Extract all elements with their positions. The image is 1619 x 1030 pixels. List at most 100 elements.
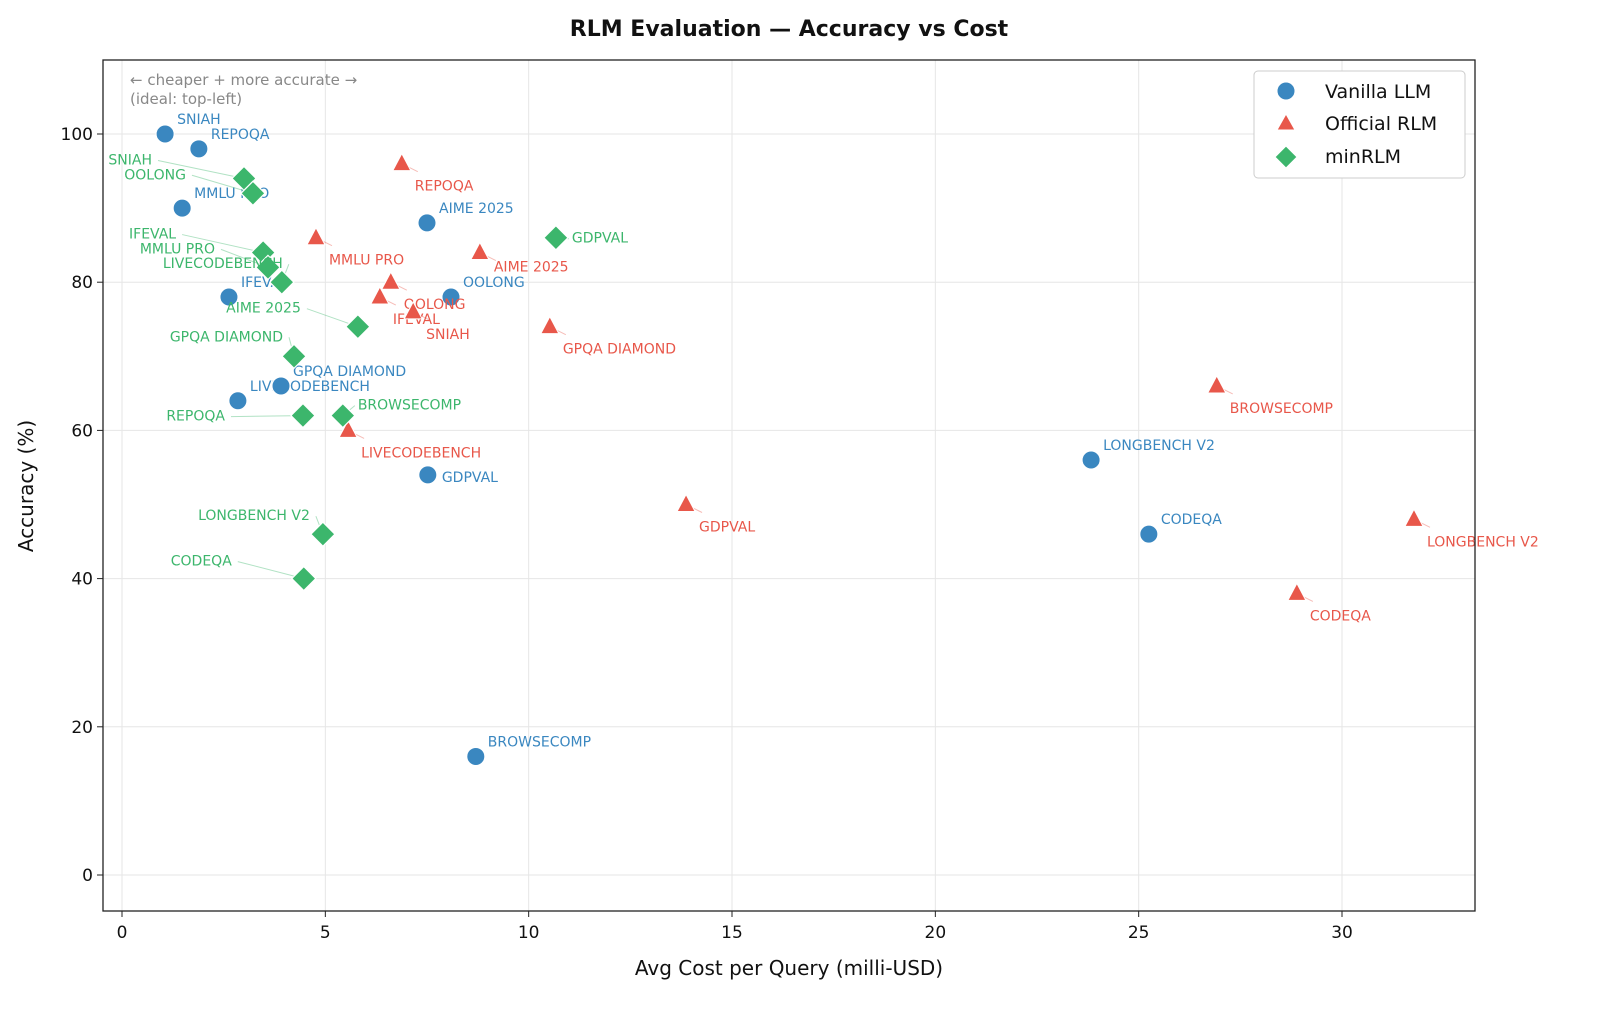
official-point-marker	[391, 152, 412, 172]
data-point: REPOQA	[189, 127, 270, 159]
official-point-label: LONGBENCH V2	[1427, 534, 1539, 550]
vanilla-point-label: GDPVAL	[442, 470, 498, 486]
minrlm-point-marker	[290, 402, 316, 429]
data-point: LONGBENCH V2	[1081, 438, 1215, 470]
vanilla-point-marker	[172, 198, 192, 218]
x-axis-label: Avg Cost per Query (milli-USD)	[635, 956, 943, 980]
legend-label-minrlm: minRLM	[1325, 146, 1401, 168]
x-tick-label: 10	[518, 923, 540, 943]
data-point: BROWSECOMP	[329, 398, 461, 429]
vanilla-point-marker	[1081, 450, 1101, 470]
vanilla-point-label: OOLONG	[463, 275, 525, 291]
data-point: AIME 2025	[417, 201, 514, 233]
annotation-line-1: ← cheaper + more accurate →	[130, 71, 357, 89]
x-tick-label: 30	[1331, 923, 1353, 943]
vanilla-point-marker	[155, 124, 175, 144]
official-point-marker	[676, 493, 696, 512]
minrlm-leader-line	[191, 174, 254, 194]
official-point-marker	[1287, 582, 1307, 601]
legend-label-vanilla: Vanilla LLM	[1325, 81, 1431, 103]
minrlm-point-label: SNIAH	[108, 152, 152, 168]
official-point-marker	[470, 241, 490, 261]
data-point: CODEQA	[171, 554, 317, 592]
y-tick-label: 0	[82, 866, 93, 886]
official-point-label: GPQA DIAMOND	[563, 342, 676, 358]
minrlm-leader-line	[157, 159, 245, 179]
official-point-label: LIVECODEBENCH	[361, 445, 481, 461]
official-point-marker	[306, 226, 326, 246]
data-point: AIME 2025	[226, 301, 371, 340]
data-point: LIVECODEBENCH	[228, 379, 370, 411]
data-point: GPQA DIAMOND	[170, 329, 307, 370]
data-point: OOLONG	[380, 271, 466, 313]
legend-circle-icon	[1276, 81, 1296, 101]
official-point-marker	[369, 285, 390, 305]
chart-title: RLM Evaluation — Accuracy vs Cost	[570, 17, 1009, 42]
y-tick-label: 100	[61, 125, 93, 145]
x-tick-label: 0	[117, 923, 128, 943]
vanilla-point-label: GPQA DIAMOND	[293, 364, 406, 380]
vanilla-point-marker	[418, 465, 438, 485]
official-point-marker	[403, 300, 424, 320]
minrlm-point-marker	[268, 269, 295, 296]
minrlm-point-marker	[543, 224, 569, 251]
minrlm-point-label: OOLONG	[124, 167, 186, 183]
official-point-label: GDPVAL	[699, 520, 755, 536]
official-point-label: OOLONG	[404, 297, 466, 313]
vanilla-point-marker	[219, 287, 239, 307]
official-point-marker	[539, 315, 560, 335]
minrlm-point-marker	[240, 180, 266, 207]
minrlm-point-label: LIVECODEBENCH	[163, 256, 283, 272]
annotation-line-2: (ideal: top-left)	[130, 90, 242, 108]
data-point: SNIAH	[155, 112, 221, 144]
official-point-label: MMLU PRO	[329, 253, 404, 269]
minrlm-point-label: LONGBENCH V2	[198, 508, 310, 524]
data-point: BROWSECOMP	[1206, 374, 1333, 417]
data-point: LONGBENCH V2	[198, 508, 336, 547]
y-tick-label: 60	[71, 421, 93, 441]
vanilla-point-label: LONGBENCH V2	[1103, 438, 1215, 454]
y-axis-label: Accuracy (%)	[14, 420, 38, 552]
x-tick-label: 15	[721, 923, 743, 943]
vanilla-point-label: REPOQA	[211, 127, 270, 143]
data-point: GPQA DIAMOND	[539, 315, 676, 358]
data-point: LONGBENCH V2	[1404, 508, 1539, 550]
vanilla-point-label: LIVECODEBENCH	[250, 379, 370, 395]
data-point: IFEVAL	[369, 285, 440, 328]
vanilla-point-label: BROWSECOMP	[488, 734, 591, 750]
data-point: CODEQA	[1139, 512, 1222, 544]
minrlm-point-label: REPOQA	[166, 409, 225, 425]
official-point-marker	[1206, 374, 1227, 394]
data-point: GDPVAL	[676, 493, 755, 536]
data-point: GDPVAL	[418, 465, 498, 486]
minrlm-point-marker	[310, 521, 336, 547]
y-tick-label: 40	[71, 570, 93, 590]
grid	[103, 60, 1475, 911]
minrlm-point-marker	[255, 254, 281, 281]
official-point-label: SNIAH	[426, 327, 470, 343]
minrlm-leader-line	[182, 234, 264, 254]
vanilla-point-marker	[189, 139, 209, 159]
x-tick-label: 5	[320, 923, 331, 943]
data-point: REPOQA	[166, 402, 316, 429]
x-tick-label: 25	[1128, 923, 1150, 943]
minrlm-point-marker	[281, 343, 307, 370]
data-point: OOLONG	[441, 275, 525, 307]
x-tick-label: 20	[925, 923, 947, 943]
data-point: GPQA DIAMOND	[271, 364, 406, 396]
official-point-marker	[338, 419, 358, 438]
axis-ticks: 0 5 10 15 20 25 30 0 20 40 60 80 100	[61, 125, 1353, 943]
official-point-label: AIME 2025	[494, 260, 569, 276]
legend-label-official: Official RLM	[1325, 113, 1437, 135]
minrlm-point-label: AIME 2025	[226, 301, 301, 317]
official-point-label: REPOQA	[415, 179, 474, 195]
y-tick-label: 20	[71, 718, 93, 738]
data-point: REPOQA	[391, 152, 474, 195]
data-point: LIVECODEBENCH	[163, 256, 295, 296]
vanilla-point-marker	[441, 287, 461, 307]
data-point: LIVECODEBENCH	[338, 419, 481, 461]
minrlm-point-marker	[329, 402, 356, 429]
vanilla-point-marker	[1139, 524, 1159, 544]
official-point-label: IFEVAL	[393, 312, 440, 328]
